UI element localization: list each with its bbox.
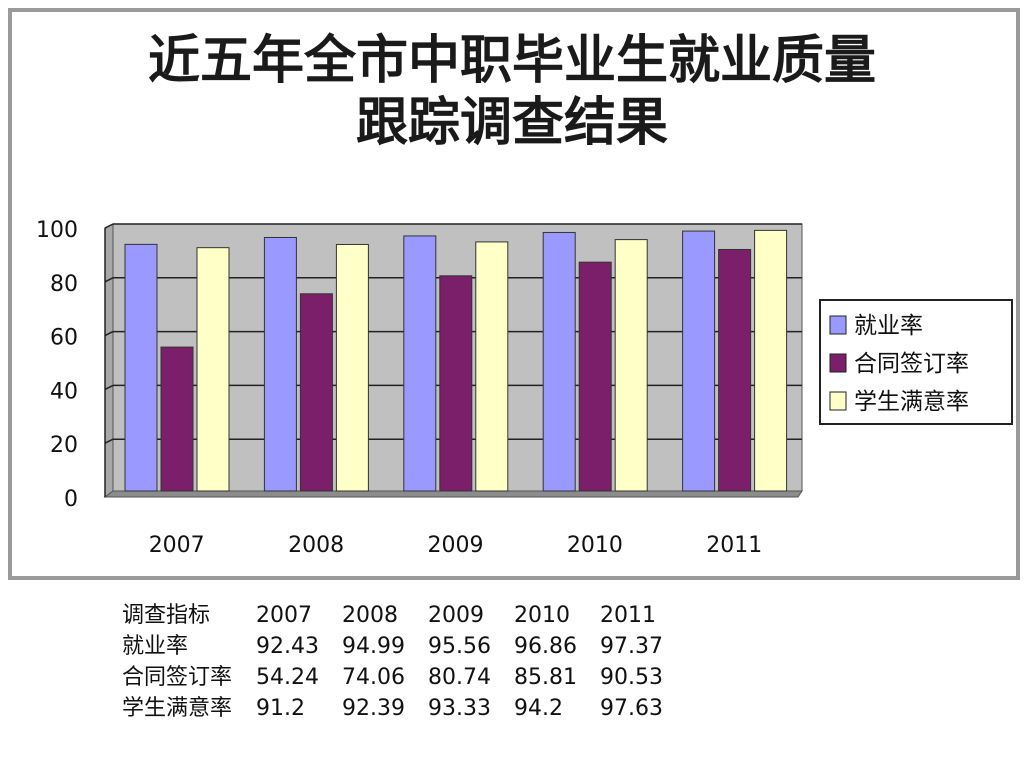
chart-title-line-2: 跟踪调查结果 [355,93,668,153]
table-cell: 54.24 [256,665,319,690]
table-cell: 96.86 [514,634,577,659]
table-header-cell: 调查指标 [122,603,211,628]
table-cell: 92.43 [256,634,319,659]
bar [124,243,158,492]
y-tick-label: 100 [36,218,78,243]
legend-swatch [829,391,847,411]
chart-title: 近五年全市中职毕业生就业质量 跟踪调查结果 [0,30,1024,154]
x-tick-label: 2007 [149,533,205,558]
y-tick-label: 40 [50,379,78,404]
bar [403,235,437,492]
data-table: 调查指标 2007 2008 2009 2010 2011 就业率 92.43 … [122,600,686,724]
table-header-cell: 2010 [514,603,570,628]
bar [475,241,509,492]
bar [682,230,716,492]
bar [614,239,648,492]
table-cell: 94.99 [342,634,405,659]
bar [299,293,333,492]
y-tick-label: 80 [50,272,78,297]
legend-label: 学生满意率 [854,389,969,415]
table-cell: 95.56 [428,634,491,659]
table-header-row: 调查指标 2007 2008 2009 2010 2011 [122,600,686,631]
table-cell: 合同签订率 [122,665,233,690]
bar [263,236,297,492]
table-cell: 91.2 [256,696,305,721]
table-header-cell: 2007 [256,603,312,628]
bar-chart: 0 20 40 60 80 100 2007 2008 2009 2010 2011 就业率合同签订率… [36,218,1013,558]
gridline-diagonal [104,330,114,337]
legend-label: 就业率 [854,313,923,339]
legend-label: 合同签订率 [854,351,969,377]
gridline-diagonal [104,384,114,391]
legend-swatch [829,315,847,335]
x-tick-label: 2009 [428,533,484,558]
bar [196,247,230,492]
legend-swatch [829,353,847,373]
gridline-diagonal [104,277,114,283]
table-cell: 74.06 [342,665,405,690]
bar [542,231,576,492]
table-row: 合同签订率 54.24 74.06 80.74 85.81 90.53 [122,662,686,693]
bar [335,243,369,492]
table-cell: 学生满意率 [122,696,233,721]
gridline-diagonal [104,438,114,444]
table-cell: 92.39 [342,696,405,721]
plot-floor [103,490,803,498]
legend-box [819,299,1013,425]
table-cell: 97.37 [600,634,663,659]
x-tick-label: 2008 [288,533,344,558]
x-tick-label: 2010 [567,533,623,558]
table-cell: 93.33 [428,696,491,721]
x-tick-label: 2011 [706,533,762,558]
table-row: 学生满意率 91.2 92.39 93.33 94.2 97.63 [122,693,686,724]
chart-title-line-1: 近五年全市中职毕业生就业质量 [147,31,876,91]
table-cell: 80.74 [428,665,491,690]
table-header-cell: 2011 [600,603,656,628]
gridline-diagonal [104,223,114,229]
bar [578,261,612,492]
table-cell: 94.2 [514,696,563,721]
y-tick-label: 0 [64,487,78,512]
y-tick-label: 60 [50,326,78,351]
table-header-cell: 2009 [428,603,484,628]
table-cell: 97.63 [600,696,663,721]
table-header-cell: 2008 [342,603,398,628]
table-cell: 就业率 [122,634,189,659]
bar [718,248,752,492]
bar [160,346,194,492]
plot-side-wall [104,223,114,498]
bar [439,275,473,492]
table-row: 就业率 92.43 94.99 95.56 96.86 97.37 [122,631,686,662]
bar [754,229,788,492]
table-cell: 85.81 [514,665,577,690]
table-cell: 90.53 [600,665,663,690]
y-tick-label: 20 [50,433,78,458]
